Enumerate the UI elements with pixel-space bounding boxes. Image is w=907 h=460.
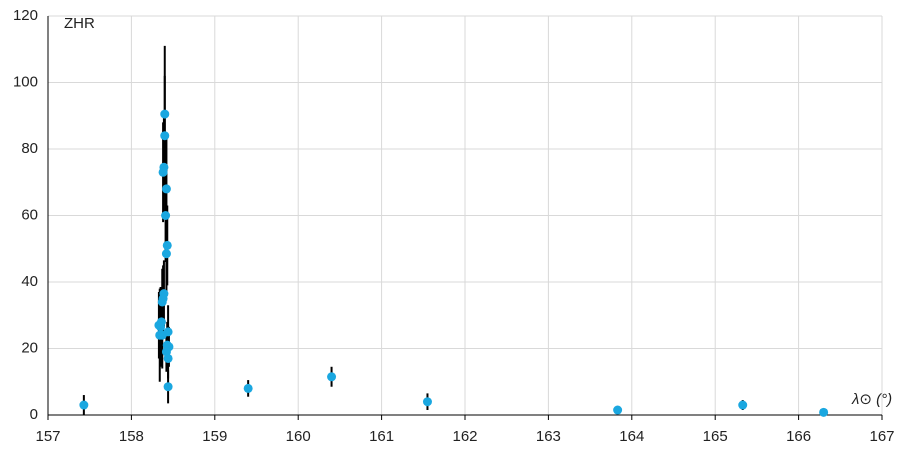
x-tick-label: 162 — [452, 428, 477, 445]
x-tick-label: 158 — [119, 428, 144, 445]
y-tick-label: 0 — [30, 406, 38, 423]
x-tick-label: 167 — [869, 428, 894, 445]
data-point — [157, 297, 167, 307]
data-point — [422, 397, 432, 407]
y-tick-label: 60 — [21, 206, 38, 223]
x-tick-label: 157 — [35, 428, 60, 445]
x-tick-label: 161 — [369, 428, 394, 445]
data-point — [155, 330, 165, 340]
x-tick-label: 160 — [286, 428, 311, 445]
data-point — [613, 405, 623, 415]
data-point — [158, 167, 168, 177]
y-tick-label: 20 — [21, 339, 38, 356]
data-point — [160, 109, 170, 119]
x-tick-label: 159 — [202, 428, 227, 445]
data-point — [161, 211, 171, 220]
data-point — [327, 372, 337, 382]
data-point — [162, 240, 172, 250]
data-point — [163, 353, 173, 363]
data-point — [160, 131, 170, 141]
data-point — [156, 322, 166, 332]
x-tick-label: 166 — [786, 428, 811, 445]
y-tick-label: 120 — [13, 7, 38, 24]
data-point — [738, 400, 748, 410]
data-point — [819, 407, 829, 417]
x-axis-label: λ⊙ (°) — [851, 391, 892, 408]
data-point — [243, 383, 253, 393]
data-point — [79, 400, 89, 410]
x-tick-label: 165 — [703, 428, 728, 445]
data-point — [163, 382, 173, 392]
y-tick-label: 80 — [21, 140, 38, 157]
x-tick-label: 163 — [536, 428, 561, 445]
data-point — [161, 184, 171, 194]
data-point — [161, 249, 171, 259]
y-tick-label: 40 — [21, 273, 38, 290]
x-tick-label: 164 — [619, 428, 644, 445]
y-axis-label: ZHR — [64, 15, 95, 32]
y-tick-label: 100 — [13, 73, 38, 90]
data-point — [163, 327, 173, 337]
